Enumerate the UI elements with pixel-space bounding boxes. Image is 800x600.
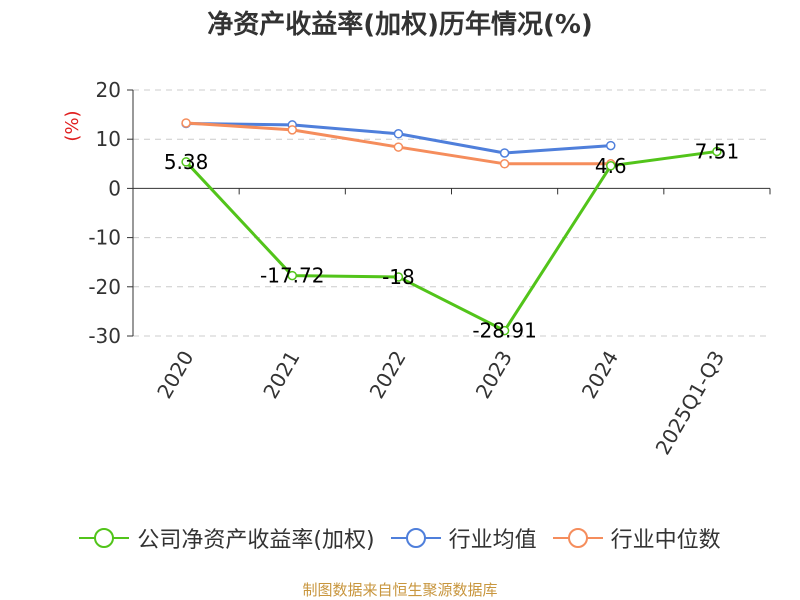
legend-label: 行业均值 [448, 528, 537, 553]
legend-swatch-icon [552, 528, 603, 548]
series-point [393, 142, 404, 152]
y-tick-label: 0 [108, 176, 121, 200]
series-point [287, 125, 297, 135]
legend-swatch-icon [390, 528, 441, 548]
series-point [606, 140, 616, 151]
source-note: 制图数据来自恒生聚源数据库 [302, 581, 498, 599]
data-label: -18 [382, 265, 415, 289]
legend-marker [567, 528, 588, 548]
series-point [181, 157, 191, 167]
legend-item[interactable]: 行业均值 [390, 522, 537, 554]
y-tick-label: 10 [96, 127, 121, 151]
x-tick-label: 2020 [152, 347, 198, 403]
series-point [181, 118, 191, 128]
series-point [393, 272, 404, 282]
data-label: -28.91 [472, 319, 536, 343]
y-tick-label: 20 [96, 78, 121, 102]
legend-item[interactable]: 公司净资产收益率(加权) [79, 522, 375, 554]
y-tick-label: -30 [88, 324, 121, 348]
data-label: 5.38 [164, 150, 209, 174]
legend-item[interactable]: 行业中位数 [552, 522, 721, 554]
x-tick-label: 2024 [577, 347, 623, 403]
x-tick-label: 2023 [471, 347, 517, 403]
series-point [499, 148, 510, 158]
data-label: 4.6 [595, 154, 627, 178]
y-axis-label: (%) [62, 110, 83, 141]
series-point [712, 146, 722, 157]
legend: 公司净资产收益率(加权) 行业均值 行业中位数 [0, 518, 800, 558]
y-tick-label: -20 [88, 275, 121, 299]
data-label: -17.72 [260, 264, 324, 288]
legend-marker [405, 528, 426, 548]
series-point [606, 161, 616, 171]
y-tick-label: -10 [88, 226, 121, 250]
legend-swatch-icon [79, 528, 130, 548]
x-tick-label: 2025Q1-Q3 [651, 347, 730, 459]
series-point [499, 159, 510, 169]
x-tick-label: 2021 [258, 347, 304, 403]
series-line [184, 149, 718, 333]
series-point [499, 325, 510, 336]
chart-title: 净资产收益率(加权)历年情况(%) [207, 10, 593, 40]
legend-label: 行业中位数 [610, 528, 721, 553]
legend-marker [94, 528, 115, 548]
series-point [393, 129, 404, 139]
data-label: 7.51 [695, 139, 740, 163]
series-point [287, 270, 297, 281]
legend-label: 公司净资产收益率(加权) [137, 528, 375, 553]
x-tick-label: 2022 [365, 347, 411, 403]
